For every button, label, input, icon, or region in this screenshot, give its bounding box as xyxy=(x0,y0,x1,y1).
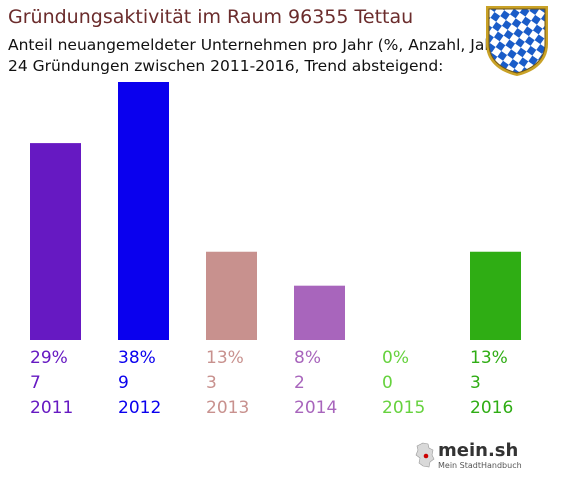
bar-2014 xyxy=(294,285,345,340)
year-label-2015: 2015 xyxy=(382,398,426,418)
percent-label-2012: 38% xyxy=(118,348,156,368)
bar-2011 xyxy=(30,143,81,340)
mein-sh-logo[interactable]: mein.sh Mein StadtHandbuch xyxy=(415,438,530,478)
percent-label-2016: 13% xyxy=(470,348,508,368)
bar-2012 xyxy=(118,82,169,340)
count-label-2012: 9 xyxy=(118,373,129,393)
bavarian-lozenge-crest-icon xyxy=(486,6,548,76)
count-label-2013: 3 xyxy=(206,373,217,393)
logo-text: mein.sh xyxy=(438,440,519,461)
count-label-2014: 2 xyxy=(294,373,305,393)
percent-label-2015: 0% xyxy=(382,348,409,368)
percent-label-2014: 8% xyxy=(294,348,321,368)
bar-2013 xyxy=(206,251,257,340)
logo-tagline: Mein StadtHandbuch xyxy=(438,461,522,470)
year-label-2012: 2012 xyxy=(118,398,162,418)
percent-label-2011: 29% xyxy=(30,348,68,368)
year-label-2016: 2016 xyxy=(470,398,514,418)
chart-subtitle: Anteil neuangemeldeter Unternehmen pro J… xyxy=(8,36,507,54)
percent-label-2013: 13% xyxy=(206,348,244,368)
bar-2016 xyxy=(470,251,521,340)
chart-title: Gründungsaktivität im Raum 96355 Tettau xyxy=(8,6,414,28)
count-label-2011: 7 xyxy=(30,373,41,393)
count-label-2015: 0 xyxy=(382,373,393,393)
germany-map-icon xyxy=(415,442,435,468)
chart-summary: 24 Gründungen zwischen 2011-2016, Trend … xyxy=(8,57,444,75)
year-label-2014: 2014 xyxy=(294,398,338,418)
count-label-2016: 3 xyxy=(470,373,481,393)
year-label-2013: 2013 xyxy=(206,398,250,418)
year-label-2011: 2011 xyxy=(30,398,74,418)
